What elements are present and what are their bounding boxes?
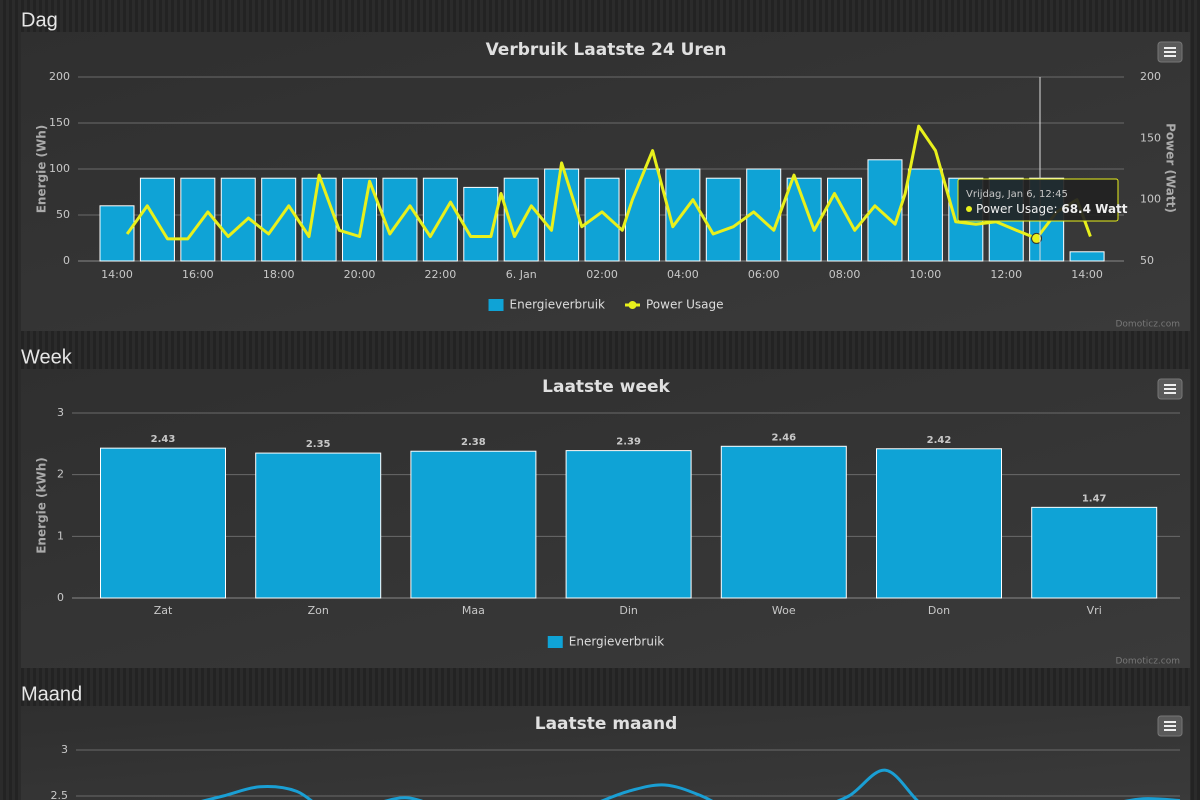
legend-symbol xyxy=(547,636,563,648)
section-heading: Maand xyxy=(21,683,82,705)
y-tick-label: 2 xyxy=(57,468,64,481)
x-tick-label: Zon xyxy=(308,604,329,617)
section-heading: Dag xyxy=(21,9,58,31)
bar xyxy=(827,177,863,262)
bar xyxy=(1069,251,1105,262)
data-label: 2.39 xyxy=(616,437,641,448)
credits: Domoticz.com xyxy=(1116,320,1181,330)
menu-button[interactable] xyxy=(1157,715,1183,737)
data-label: 1.47 xyxy=(1082,493,1107,504)
bar xyxy=(463,186,499,262)
bar xyxy=(100,447,226,599)
menu-button[interactable] xyxy=(1157,378,1183,400)
x-tick-label: 06:00 xyxy=(748,268,780,281)
tooltip-label: Power Usage: xyxy=(976,202,1058,216)
y-tick-label: 2.5 xyxy=(51,789,69,800)
bar xyxy=(565,450,692,599)
x-tick-label: 14:00 xyxy=(1071,268,1103,281)
bar xyxy=(1031,506,1158,599)
x-tick-label: Zat xyxy=(154,604,173,617)
credits: Domoticz.com xyxy=(1116,657,1181,667)
bar xyxy=(867,159,903,262)
x-tick-label: 10:00 xyxy=(910,268,942,281)
line xyxy=(201,768,1181,800)
bar xyxy=(180,177,216,262)
x-tick-label: 12:00 xyxy=(990,268,1022,281)
y-tick-label: 3 xyxy=(61,743,68,756)
y2-tick-label: 200 xyxy=(1140,70,1161,83)
bar xyxy=(301,177,337,262)
section-heading: Week xyxy=(21,346,73,368)
bar xyxy=(786,177,822,262)
x-tick-label: 04:00 xyxy=(667,268,699,281)
bar xyxy=(746,168,782,262)
y2-tick-label: 50 xyxy=(1140,254,1154,267)
bar xyxy=(544,168,580,262)
y-axis-title: Energie (Wh) xyxy=(35,125,49,214)
y-tick-label: 0 xyxy=(63,254,70,267)
data-label: 2.35 xyxy=(306,439,331,450)
data-label: 2.38 xyxy=(461,437,486,448)
chart-title: Verbruik Laatste 24 Uren xyxy=(486,40,727,60)
y-tick-label: 3 xyxy=(57,406,64,419)
tooltip-title: Vrijdag, Jan 6, 12:45 xyxy=(966,189,1068,200)
line xyxy=(125,124,1092,241)
legend-label: Power Usage xyxy=(646,298,723,312)
hover-point xyxy=(1031,232,1043,244)
legend: Energieverbruik Power Usage xyxy=(488,298,723,312)
y2-axis-title: Power (Watt) xyxy=(1164,123,1178,213)
x-tick-label: Maa xyxy=(462,604,485,617)
y2-tick-label: 150 xyxy=(1140,131,1161,144)
y-tick-label: 0 xyxy=(57,591,64,604)
tooltip: Vrijdag, Jan 6, 12:45 Power Usage: 68.4 … xyxy=(957,178,1128,222)
bar xyxy=(720,445,847,599)
x-tick-label: 08:00 xyxy=(829,268,861,281)
bar xyxy=(705,177,741,262)
legend-symbol xyxy=(628,301,637,309)
bar xyxy=(410,450,537,599)
charts: Verbruik Laatste 24 Uren Energie (Wh) Powe… xyxy=(35,40,1181,800)
y2-tick-label: 100 xyxy=(1140,193,1161,206)
bar xyxy=(342,177,378,262)
x-tick-label: 22:00 xyxy=(425,268,457,281)
data-label: 2.43 xyxy=(151,434,176,445)
x-tick-label: 02:00 xyxy=(586,268,618,281)
y-tick-label: 150 xyxy=(49,116,70,129)
x-tick-label: 14:00 xyxy=(101,268,133,281)
data-label: 2.42 xyxy=(927,435,952,446)
legend-symbol xyxy=(488,299,504,311)
y-tick-label: 100 xyxy=(49,162,70,175)
bar xyxy=(876,448,1002,599)
x-tick-label: 6. Jan xyxy=(506,268,537,281)
bar xyxy=(624,168,660,262)
y-tick-label: 200 xyxy=(49,70,70,83)
tooltip-text: Power Usage: 68.4 Watt xyxy=(976,202,1128,216)
x-tick-label: Din xyxy=(619,604,638,617)
x-tick-label: 18:00 xyxy=(263,268,295,281)
x-tick-label: Vri xyxy=(1087,604,1102,617)
x-tick-label: Woe xyxy=(772,604,796,617)
tooltip-box xyxy=(957,178,1119,222)
tooltip-symbol xyxy=(966,206,972,212)
y-tick-label: 1 xyxy=(57,529,64,542)
menu-button[interactable] xyxy=(1157,41,1183,63)
bar xyxy=(907,168,943,262)
legend-label: Energieverbruik xyxy=(569,635,665,649)
x-tick-label: 16:00 xyxy=(182,268,214,281)
y-axis-title: Energie (kWh) xyxy=(35,457,49,554)
data-label: 2.46 xyxy=(771,432,796,443)
x-tick-label: 20:00 xyxy=(344,268,376,281)
chart-title: Laatste maand xyxy=(535,714,678,734)
y-tick-label: 50 xyxy=(56,208,70,221)
legend-label: Energieverbruik xyxy=(510,298,606,312)
chart-title: Laatste week xyxy=(542,377,670,397)
bar xyxy=(255,452,382,599)
chart-panel xyxy=(21,706,1190,800)
legend: Energieverbruik xyxy=(547,635,665,649)
tooltip-value: 68.4 Watt xyxy=(1061,202,1127,216)
x-tick-label: Don xyxy=(928,604,950,617)
